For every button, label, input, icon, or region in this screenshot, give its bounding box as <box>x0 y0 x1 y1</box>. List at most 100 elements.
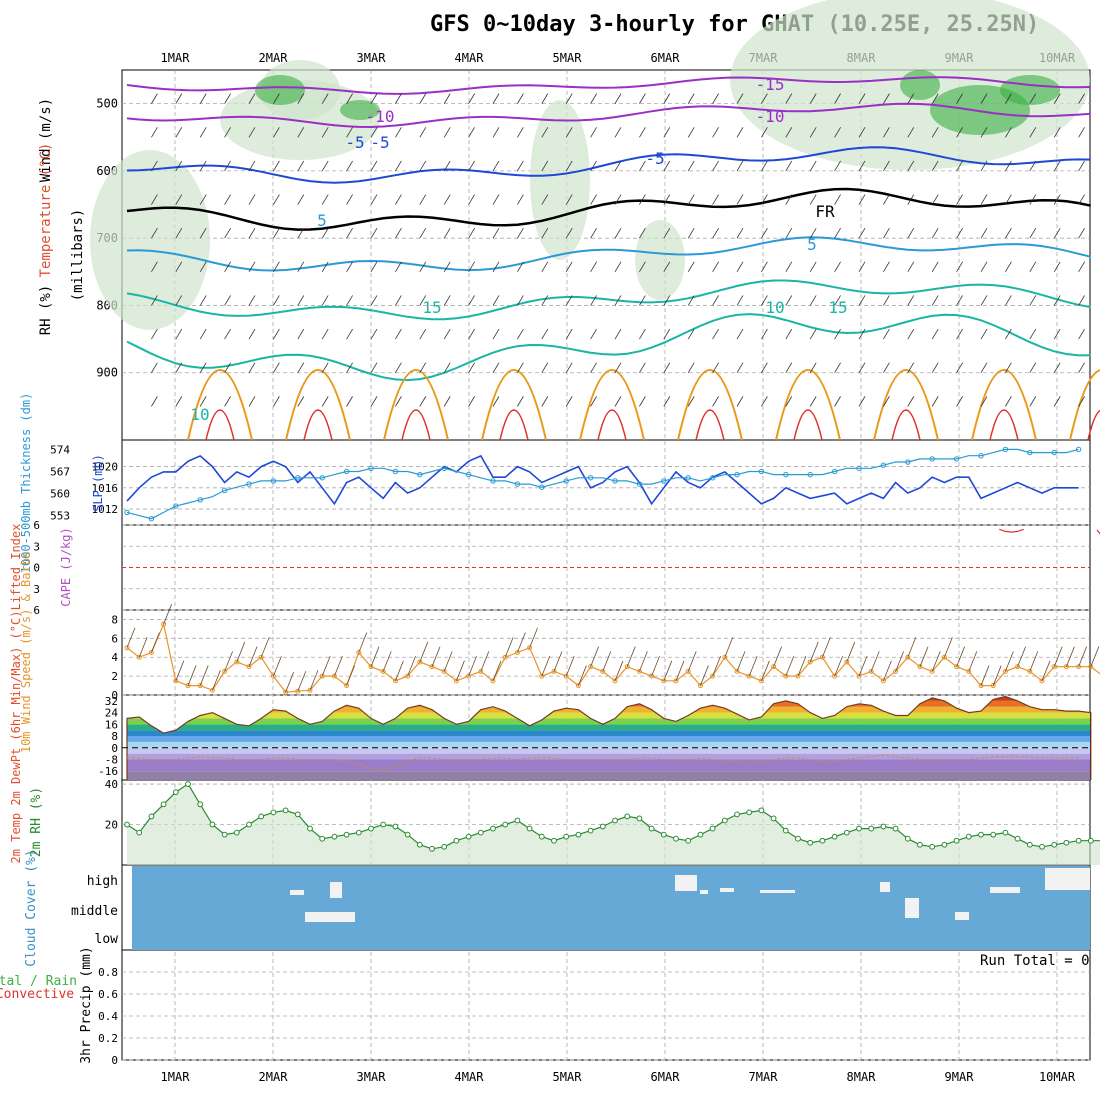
wind-barb <box>151 127 158 138</box>
thickness-point <box>758 468 765 475</box>
wind-barb <box>151 93 158 104</box>
wind-barb <box>248 295 256 306</box>
wind-barb <box>541 127 549 138</box>
wind-barb <box>468 328 475 340</box>
wind-barb <box>297 160 305 172</box>
temperature-tick: 32 <box>105 695 118 708</box>
wind-barb <box>370 261 378 273</box>
wind-barb <box>175 328 183 340</box>
wind-barb <box>346 194 353 205</box>
wind-barb <box>858 362 866 373</box>
wind-barb <box>565 93 573 104</box>
lifted-index-tick: 3 <box>33 583 40 596</box>
day-label-bottom: 3MAR <box>357 1070 387 1084</box>
rh-point <box>124 821 130 828</box>
contour-label: 15 <box>828 298 847 317</box>
wind-barb <box>468 227 475 239</box>
wind-speed-point <box>795 673 801 679</box>
wind-barb <box>468 396 475 407</box>
wind-barb <box>419 160 427 172</box>
temperature-band <box>127 771 1090 780</box>
surface-wind-barb <box>492 660 502 681</box>
surface-wind-barb <box>468 655 477 677</box>
wind-barb <box>736 93 744 104</box>
surface-wind-barb <box>565 655 575 677</box>
wind-barb <box>590 295 597 306</box>
surface-wind-barb <box>968 651 978 672</box>
rh-point <box>343 831 350 838</box>
slp-line <box>126 454 1079 506</box>
wind-barb <box>224 261 231 273</box>
wind-barb <box>248 194 256 205</box>
wind-barb <box>1078 227 1085 239</box>
thickness-point <box>831 468 838 475</box>
wind-barb <box>834 160 841 172</box>
surface-wind-barb <box>809 641 819 663</box>
wind-barb <box>736 362 744 373</box>
surface-wind-barb <box>480 651 490 672</box>
rh-point <box>148 813 155 820</box>
wind-barb <box>224 328 231 340</box>
temperature-band <box>127 759 1090 772</box>
rh-point <box>1002 829 1009 836</box>
rh-point <box>526 825 533 832</box>
wind-barb <box>614 328 622 340</box>
thickness-tick: 567 <box>50 465 70 478</box>
wind-speed-point <box>722 654 728 660</box>
wind-barb <box>809 127 817 138</box>
surface-wind-barb <box>419 641 429 663</box>
thickness-point <box>856 465 862 472</box>
thickness-line <box>126 448 1079 520</box>
thickness-tick: 560 <box>50 488 70 501</box>
wind-barb <box>761 227 768 239</box>
wind-barb <box>248 127 256 138</box>
hot-contour <box>989 409 1019 441</box>
rh-point <box>660 831 667 838</box>
wind-tick: 0 <box>111 689 118 702</box>
rh-point <box>209 821 216 828</box>
rh-point <box>575 831 582 838</box>
surface-wind-barb <box>639 651 648 672</box>
thickness-point <box>124 509 130 516</box>
wind-speed-point <box>502 654 508 660</box>
wind-barb <box>175 127 183 138</box>
surface-wind-barb <box>992 665 1002 686</box>
rh-point <box>416 841 423 848</box>
wind-barb <box>175 160 183 172</box>
wind-speed-point <box>990 683 996 689</box>
wind-barb <box>834 362 841 373</box>
temperature-band <box>127 747 1090 754</box>
thickness-point <box>441 465 447 472</box>
temperature-contour <box>126 279 1091 321</box>
wind-speed-point <box>649 673 655 679</box>
contour-label: -15 <box>756 75 785 94</box>
wind-barb <box>785 362 793 373</box>
wind-barb <box>199 194 207 205</box>
rh-point <box>978 831 984 838</box>
contour-label: 10 <box>190 405 209 424</box>
wind-barb <box>248 362 256 373</box>
wind-barb <box>907 194 915 205</box>
wind-barb <box>224 160 231 172</box>
wind-speed-point <box>978 683 984 689</box>
wind-speed-point <box>1051 664 1057 670</box>
wind-barb <box>419 227 427 239</box>
wind-barb <box>907 261 915 273</box>
rh-point <box>770 815 777 822</box>
wind-barb <box>565 194 573 205</box>
wind-barb <box>1053 227 1061 239</box>
surface-wind-barb <box>431 646 441 667</box>
wind-speed-point <box>136 654 142 660</box>
surface-wind-barb <box>1029 651 1039 672</box>
thickness-point <box>1051 449 1057 456</box>
temperature-contour <box>126 187 1092 231</box>
rh-area <box>127 784 1100 865</box>
temperature-band-group <box>127 696 1090 780</box>
surface-wind-barb <box>321 655 331 677</box>
wind-speed-point <box>527 645 533 651</box>
wind-barb <box>980 396 988 407</box>
wind-barb <box>1029 362 1037 373</box>
wind-barb <box>785 396 793 407</box>
rh-point <box>160 801 167 808</box>
